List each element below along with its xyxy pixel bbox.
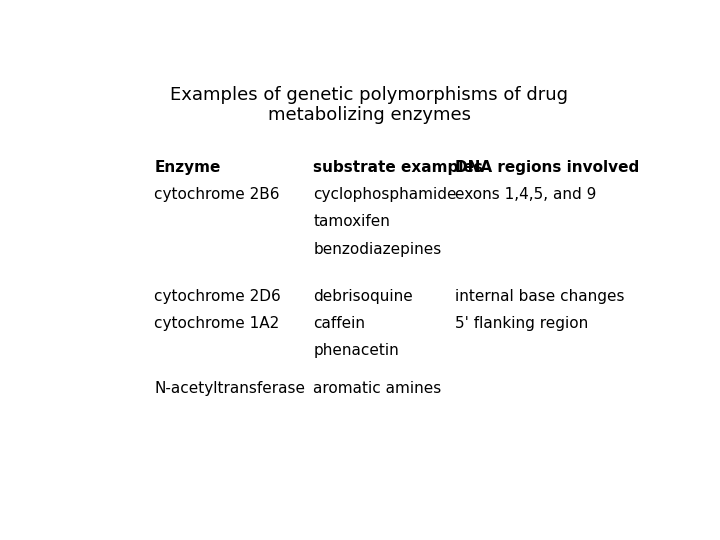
Text: aromatic amines: aromatic amines: [313, 381, 441, 396]
Text: benzodiazepines: benzodiazepines: [313, 241, 441, 256]
Text: cytochrome 2D6: cytochrome 2D6: [154, 289, 281, 305]
Text: DNA regions involved: DNA regions involved: [456, 160, 640, 176]
Text: debrisoquine: debrisoquine: [313, 289, 413, 305]
Text: N-acetyltransferase: N-acetyltransferase: [154, 381, 305, 396]
Text: cytochrome 1A2: cytochrome 1A2: [154, 316, 279, 332]
Text: tamoxifen: tamoxifen: [313, 214, 390, 230]
Text: 5' flanking region: 5' flanking region: [456, 316, 589, 332]
Text: caffein: caffein: [313, 316, 365, 332]
Text: internal base changes: internal base changes: [456, 289, 625, 305]
Text: cytochrome 2B6: cytochrome 2B6: [154, 187, 279, 202]
Text: Examples of genetic polymorphisms of drug
metabolizing enzymes: Examples of genetic polymorphisms of dru…: [170, 85, 568, 124]
Text: Enzyme: Enzyme: [154, 160, 220, 176]
Text: exons 1,4,5, and 9: exons 1,4,5, and 9: [456, 187, 597, 202]
Text: phenacetin: phenacetin: [313, 343, 399, 359]
Text: cyclophosphamide: cyclophosphamide: [313, 187, 456, 202]
Text: substrate examples: substrate examples: [313, 160, 483, 176]
